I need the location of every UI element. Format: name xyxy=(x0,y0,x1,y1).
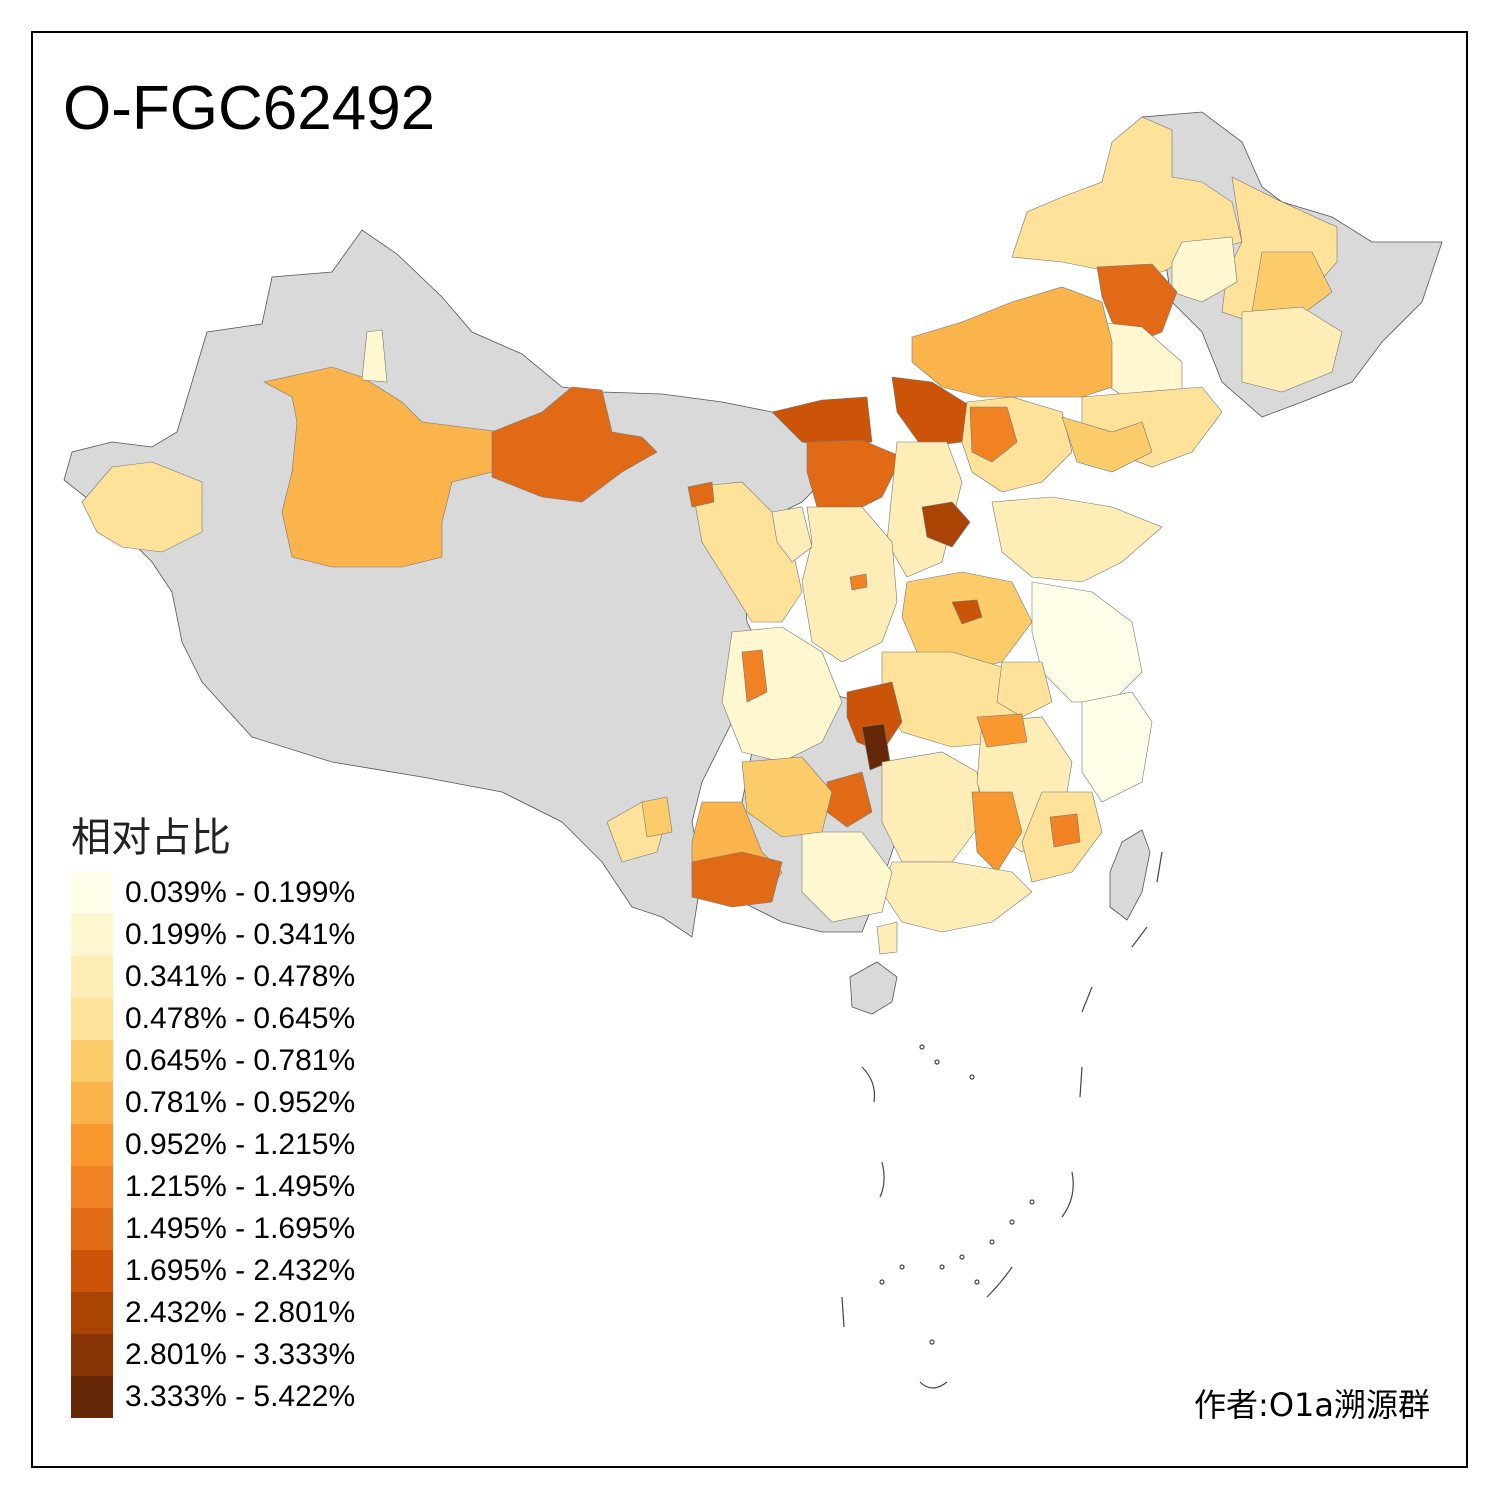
legend-item: 2.801% - 3.333% xyxy=(71,1334,355,1376)
region-sichuan-orange xyxy=(741,649,768,703)
region-guangxi xyxy=(801,831,893,923)
region-jiangxi-orange xyxy=(971,791,1023,873)
region-hubei-orange xyxy=(976,713,1028,748)
region-northeast-3 xyxy=(1251,251,1333,323)
region-guizhou xyxy=(741,756,833,838)
legend-swatch xyxy=(71,1334,113,1376)
legend-swatch xyxy=(71,1292,113,1334)
region-northeast-4 xyxy=(1171,236,1238,303)
legend-label: 1.215% - 1.495% xyxy=(125,1170,356,1203)
legend-swatch xyxy=(71,1124,113,1166)
region-fujian-orange xyxy=(1049,813,1081,848)
legend-rows: 0.039% - 0.199% 0.199% - 0.341% 0.341% - 0… xyxy=(71,872,355,1418)
legend-swatch xyxy=(71,1166,113,1208)
legend-title: 相对占比 xyxy=(71,816,231,860)
region-hainan-north xyxy=(876,921,898,955)
legend-item: 0.039% - 0.199% xyxy=(71,872,355,914)
map-region-hainan xyxy=(849,961,898,1015)
region-inner-mongolia-west xyxy=(771,396,873,448)
legend-label: 2.432% - 2.801% xyxy=(125,1296,356,1329)
region-xinjiang-north xyxy=(361,329,388,383)
region-yunnan-west2 xyxy=(641,796,673,838)
region-northeast-5 xyxy=(1241,306,1343,393)
map-frame: O-FGC62492 相对占比 0.039% - 0.199% 0.199% - … xyxy=(31,31,1468,1468)
legend-label: 0.199% - 0.341% xyxy=(125,918,356,951)
region-shaanxi xyxy=(801,506,898,663)
region-gansu-orange xyxy=(687,481,715,508)
region-beijing-area xyxy=(1061,416,1153,473)
choropleth-map xyxy=(63,111,1443,1389)
legend-swatch xyxy=(71,872,113,914)
legend-item: 3.333% - 5.422% xyxy=(71,1376,355,1418)
legend-item: 0.478% - 0.645% xyxy=(71,998,355,1040)
region-jiangsu-anhui xyxy=(1031,581,1143,703)
region-zhejiang xyxy=(1081,691,1153,803)
region-xinjiang-mid xyxy=(263,366,503,568)
legend: 相对占比 0.039% - 0.199% 0.199% - 0.341% 0.341… xyxy=(71,818,355,1418)
legend-swatch xyxy=(71,998,113,1040)
region-shandong xyxy=(991,496,1163,583)
region-shanxi-dark xyxy=(921,501,971,548)
legend-label: 0.645% - 0.781% xyxy=(125,1044,356,1077)
region-yunnan-red xyxy=(691,851,783,908)
region-anhui-mid xyxy=(996,661,1053,718)
legend-item: 1.215% - 1.495% xyxy=(71,1166,355,1208)
legend-item: 1.495% - 1.695% xyxy=(71,1208,355,1250)
legend-swatch xyxy=(71,1040,113,1082)
region-inner-mongolia-east xyxy=(911,286,1113,398)
author-credit: 作者:O1a溯源群 xyxy=(1194,1386,1430,1424)
legend-item: 0.781% - 0.952% xyxy=(71,1082,355,1124)
legend-label: 0.039% - 0.199% xyxy=(125,876,356,909)
legend-swatch xyxy=(71,1208,113,1250)
data-regions xyxy=(81,116,1343,955)
legend-label: 0.781% - 0.952% xyxy=(125,1086,356,1119)
south-sea-islands xyxy=(841,851,1163,1389)
legend-label: 2.801% - 3.333% xyxy=(125,1338,356,1371)
legend-label: 0.478% - 0.645% xyxy=(125,1002,356,1035)
legend-label: 0.952% - 1.215% xyxy=(125,1128,356,1161)
map-title: O-FGC62492 xyxy=(63,74,436,143)
legend-label: 0.341% - 0.478% xyxy=(125,960,356,993)
legend-swatch xyxy=(71,956,113,998)
map-region-taiwan xyxy=(1109,829,1151,921)
region-xinjiang-west xyxy=(81,461,203,553)
region-guangdong xyxy=(881,861,1033,933)
legend-label: 3.333% - 5.422% xyxy=(125,1380,356,1413)
region-hunan xyxy=(881,751,983,863)
legend-item: 1.695% - 2.432% xyxy=(71,1250,355,1292)
legend-label: 1.695% - 2.432% xyxy=(125,1254,356,1287)
legend-swatch xyxy=(71,914,113,956)
legend-item: 2.432% - 2.801% xyxy=(71,1292,355,1334)
region-xinjiang-east xyxy=(491,386,658,503)
region-hebei-orange xyxy=(969,406,1018,463)
legend-swatch xyxy=(71,1082,113,1124)
region-ordos xyxy=(806,439,903,513)
region-ningxia xyxy=(771,506,813,563)
legend-item: 0.341% - 0.478% xyxy=(71,956,355,998)
legend-item: 0.199% - 0.341% xyxy=(71,914,355,956)
region-qinghai-spot xyxy=(849,573,868,591)
legend-swatch xyxy=(71,1250,113,1292)
legend-item: 0.645% - 0.781% xyxy=(71,1040,355,1082)
legend-label: 1.495% - 1.695% xyxy=(125,1212,356,1245)
legend-item: 0.952% - 1.215% xyxy=(71,1124,355,1166)
legend-swatch xyxy=(71,1376,113,1418)
region-henan-red xyxy=(951,599,983,625)
